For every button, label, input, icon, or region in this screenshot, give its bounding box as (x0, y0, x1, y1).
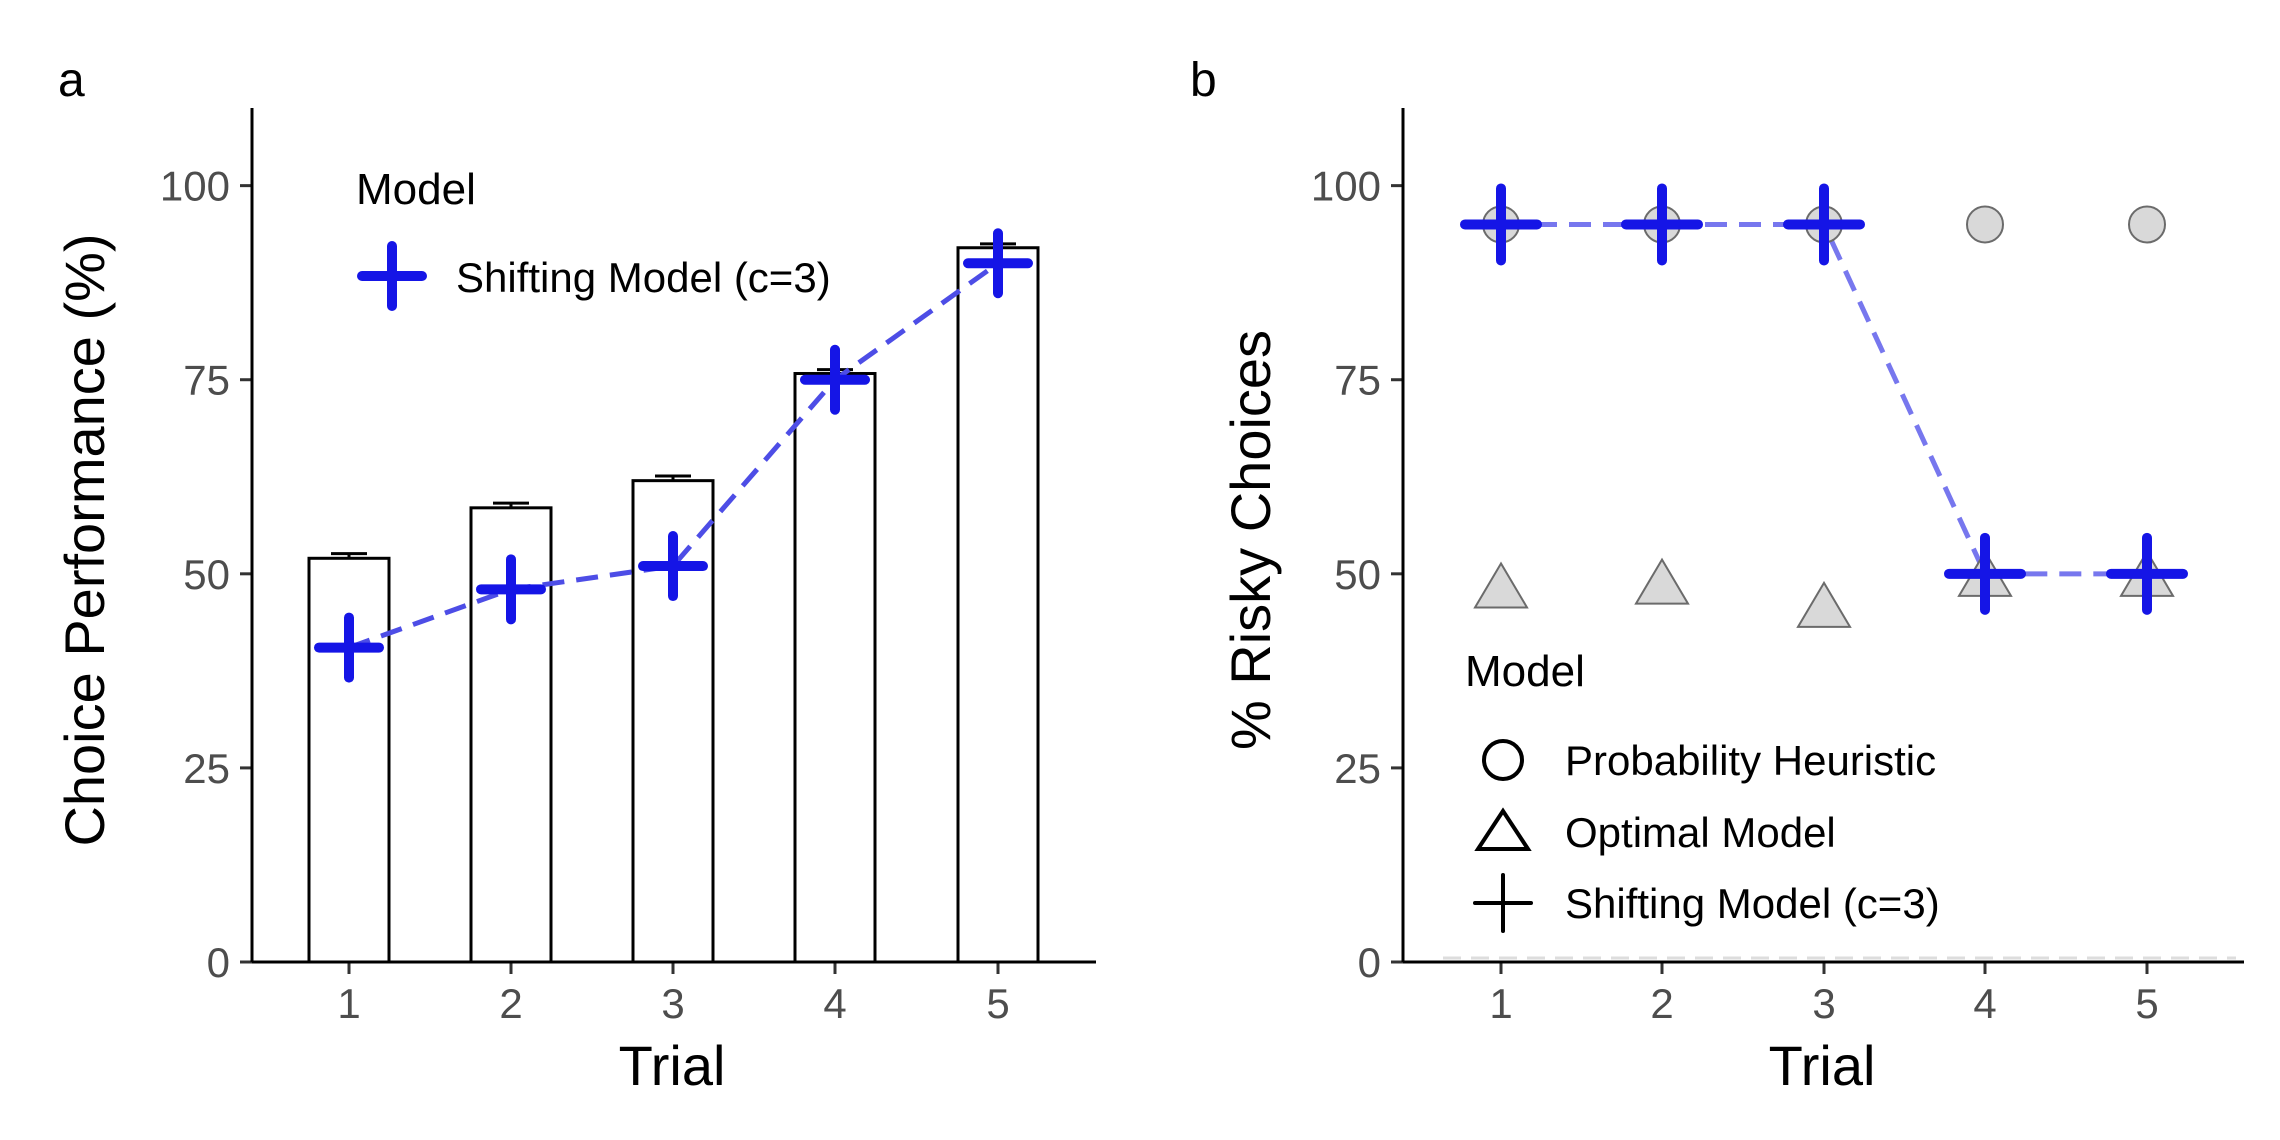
y-tick-label: 75 (1334, 357, 1381, 404)
y-tick-label: 0 (1358, 939, 1381, 986)
panel-b-legend-title: Model (1465, 647, 1585, 696)
shifting-model-point (1460, 183, 1542, 266)
panel-b-xlabel: Trial (1769, 1034, 1876, 1097)
panel-b-legend: Model Probability Heuristic Optimal Mode… (1465, 647, 1940, 933)
panel-b-shifting-model-markers (1460, 183, 2188, 615)
legend-key-shifting-model (357, 241, 427, 311)
optimal-model-point (1473, 561, 1529, 609)
x-tick-label: 5 (2135, 980, 2158, 1027)
panel-a-bars (307, 246, 1040, 964)
panel-b-x-ticks: 1 2 3 4 5 (1489, 962, 2159, 1027)
panel-b-optimal-model-markers (1473, 549, 2175, 628)
x-tick-label: 2 (499, 980, 522, 1027)
x-tick-label: 5 (986, 980, 1009, 1027)
shifting-model-point (314, 612, 384, 683)
legend-label-optimal-model: Optimal Model (1565, 809, 1836, 856)
panel-b-legend-keys (1473, 739, 1533, 933)
legend-triangle-icon (1474, 807, 1532, 851)
panel-a-ylabel: Choice Performance (%) (53, 233, 116, 846)
panel-a-label: a (58, 54, 85, 107)
x-tick-label: 4 (823, 980, 846, 1027)
probability-heuristic-point (1966, 205, 2004, 244)
probability-heuristic-point (2128, 205, 2166, 244)
panel-a-legend-title: Model (356, 165, 476, 214)
shifting-model-point (963, 228, 1033, 299)
shifting-model-point (1783, 183, 1865, 266)
shifting-model-point (638, 531, 708, 602)
x-tick-label: 1 (1489, 980, 1512, 1027)
panel-b: b % Risky Choices Trial 0 25 50 75 100 1 2 3 4 5… (1190, 54, 2244, 1097)
y-tick-label: 50 (183, 551, 230, 598)
panel-b-y-ticks: 0 25 50 75 100 (1311, 163, 1403, 986)
shifting-model-point (800, 344, 870, 415)
shifting-model-point (1944, 532, 2026, 615)
x-tick-label: 1 (337, 980, 360, 1027)
panel-a-xlabel: Trial (619, 1034, 726, 1097)
x-tick-label: 4 (1973, 980, 1996, 1027)
panel-a-model-line (348, 261, 1000, 650)
legend-label-probability-heuristic: Probability Heuristic (1565, 737, 1936, 784)
panel-b-label: b (1190, 54, 1217, 107)
legend-plus-icon (1473, 873, 1533, 933)
y-tick-label: 100 (1311, 163, 1381, 210)
x-tick-label: 2 (1650, 980, 1673, 1027)
panel-a: a Choice Performance (%) Trial 025507510… (53, 54, 1096, 1097)
shifting-model-point (1621, 183, 1703, 266)
panel-a-y-ticks: 0 25 50 75 100 (160, 163, 252, 986)
y-tick-label: 100 (160, 163, 230, 210)
y-tick-label: 0 (207, 939, 230, 986)
panel-a-model-markers (314, 228, 1033, 683)
legend-circle-icon (1482, 739, 1524, 781)
panel-b-model-line (1501, 221, 2147, 577)
optimal-model-point (1634, 557, 1690, 605)
optimal-model-point (1796, 580, 1852, 628)
panel-a-x-ticks: 1 2 3 4 5 (337, 962, 1010, 1027)
shifting-model-point (476, 554, 546, 625)
y-tick-label: 25 (1334, 745, 1381, 792)
bar (956, 246, 1040, 964)
panel-b-ylabel: % Risky Choices (1219, 330, 1282, 750)
x-tick-label: 3 (1812, 980, 1835, 1027)
legend-plus-icon (357, 241, 427, 311)
y-tick-label: 75 (183, 357, 230, 404)
bar (793, 372, 877, 964)
y-tick-label: 25 (183, 745, 230, 792)
x-tick-label: 3 (661, 980, 684, 1027)
panel-a-legend: Model Shifting Model (c=3) (356, 165, 831, 311)
shifting-model-point (2106, 532, 2188, 615)
legend-label-shifting-model: Shifting Model (c=3) (456, 254, 831, 301)
legend-label-shifting-model: Shifting Model (c=3) (1565, 880, 1940, 927)
y-tick-label: 50 (1334, 551, 1381, 598)
